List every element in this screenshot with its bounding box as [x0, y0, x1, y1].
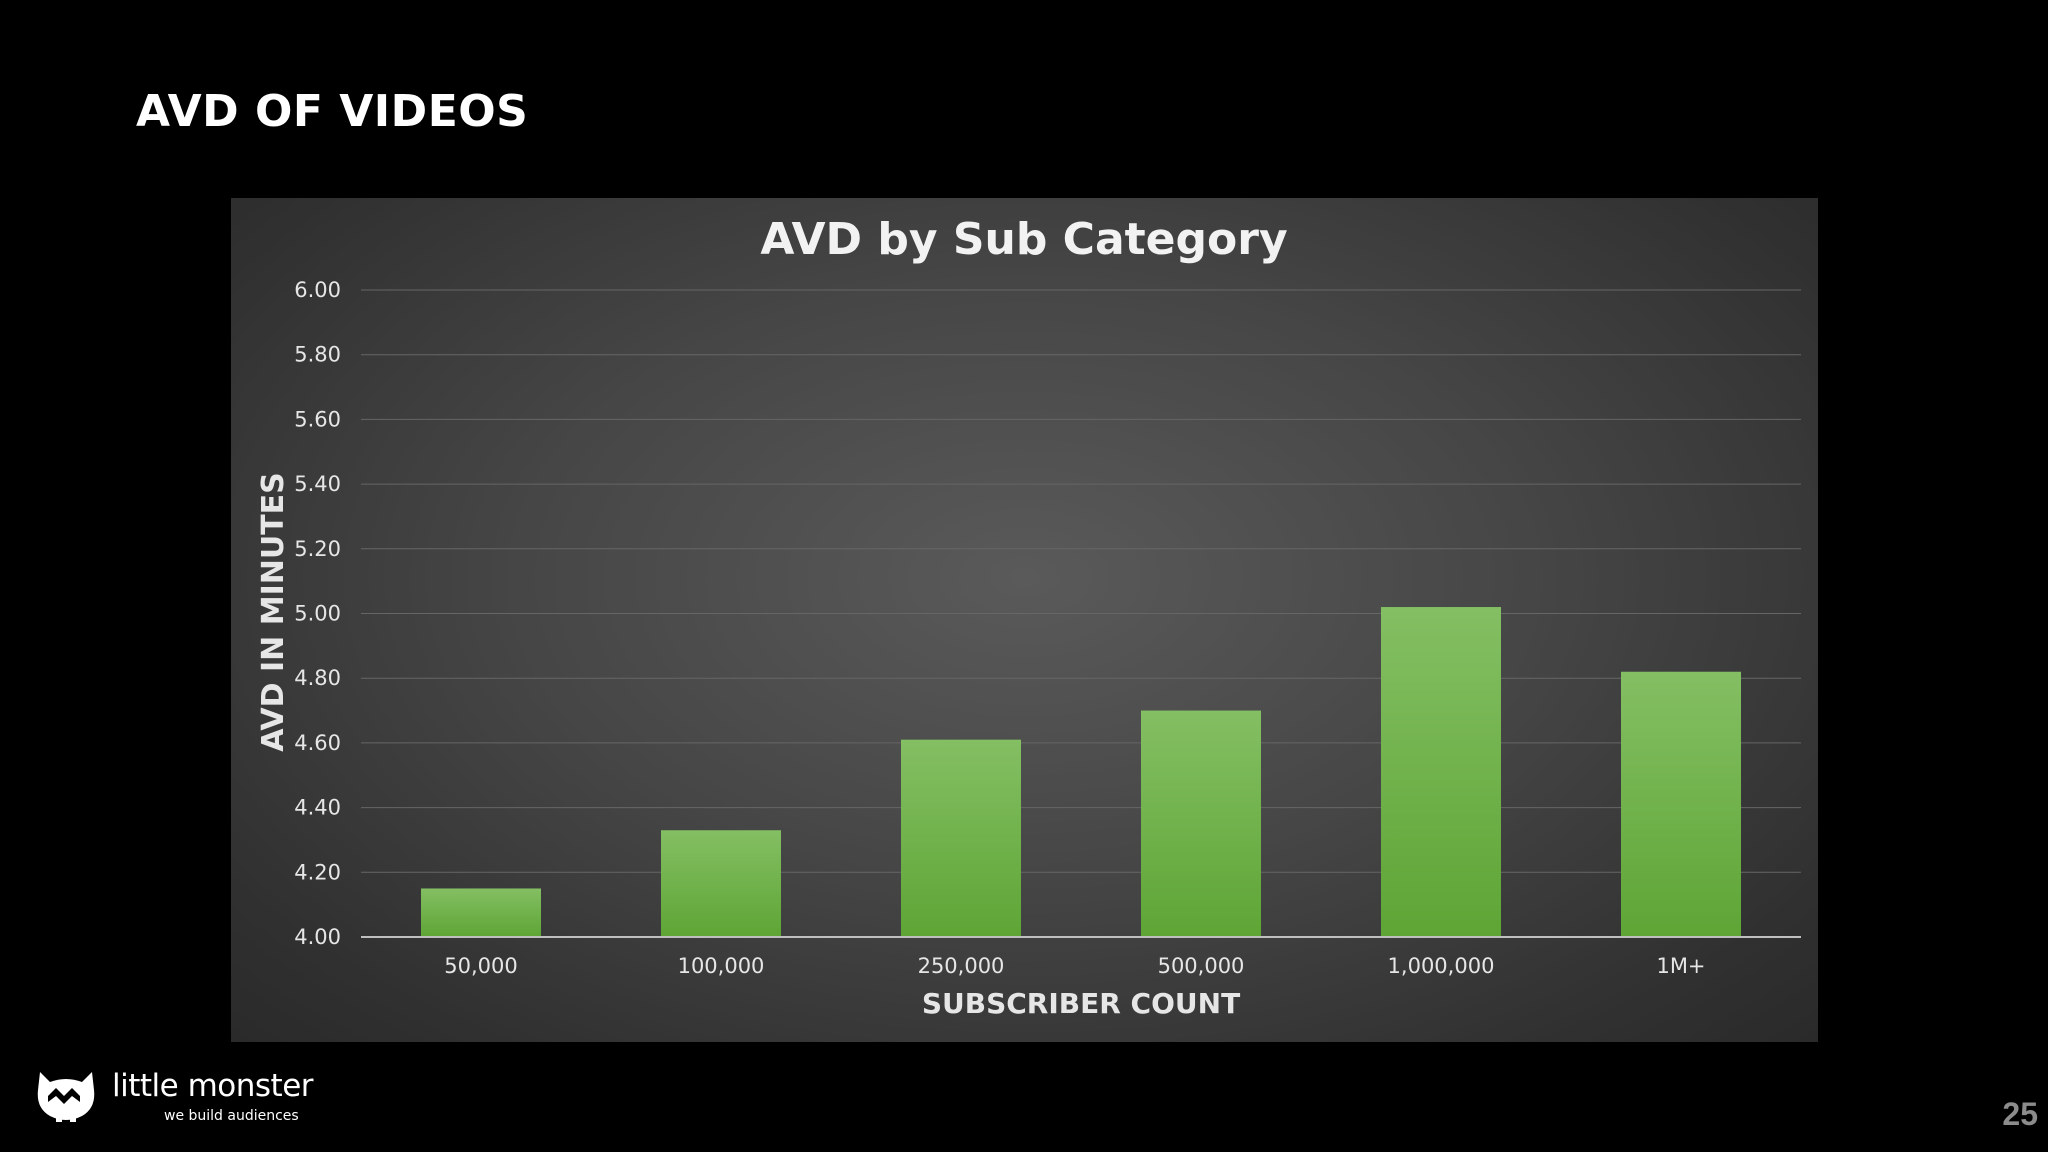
- bar-2: [661, 830, 781, 937]
- x-tick-label: 250,000: [918, 954, 1005, 978]
- y-tick-label: 5.00: [294, 602, 341, 626]
- chart-title: AVD by Sub Category: [760, 214, 1287, 265]
- bars: [421, 607, 1741, 937]
- y-tick-label: 5.80: [294, 343, 341, 367]
- bar-5: [1381, 607, 1501, 937]
- gridlines: [361, 289, 1801, 873]
- bar-4: [1141, 710, 1261, 937]
- x-tick-label: 1,000,000: [1388, 954, 1495, 978]
- x-tick-label: 1M+: [1656, 954, 1705, 978]
- x-tick-label: 100,000: [678, 954, 765, 978]
- y-axis-title: AVD IN MINUTES: [256, 472, 291, 752]
- y-tick-label: 5.20: [294, 537, 341, 561]
- y-tick-label: 6.00: [294, 278, 341, 302]
- brand-name: little monster: [112, 1068, 314, 1104]
- y-tick-label: 4.40: [294, 796, 341, 820]
- y-tick-label: 5.40: [294, 472, 341, 496]
- brand-tagline: we build audiences: [164, 1108, 299, 1124]
- bar-chart: AVD by Sub Category 4.00 4.20 4.40 4.60 4.80…: [256, 214, 1801, 1020]
- y-tick-label: 5.60: [294, 407, 341, 431]
- bar-1: [421, 888, 541, 937]
- x-tick-label: 50,000: [444, 954, 517, 978]
- bar-3: [901, 739, 1021, 937]
- y-tick-label: 4.00: [294, 925, 341, 949]
- x-tick-label: 500,000: [1158, 954, 1245, 978]
- y-tick-label: 4.60: [294, 731, 341, 755]
- chart-panel: AVD by Sub Category 4.00 4.20 4.40 4.60 4.80…: [231, 198, 1818, 1042]
- slide-title: AVD OF VIDEOS: [136, 86, 529, 137]
- y-tick-label: 4.20: [294, 860, 341, 884]
- monster-logo-icon: [37, 1072, 95, 1122]
- brand-logo: little monster we build audiences: [34, 1066, 314, 1124]
- y-tick-label: 4.80: [294, 666, 341, 690]
- y-axis-ticks: 4.00 4.20 4.40 4.60 4.80 5.00 5.20 5.40 5.60 5.80…: [294, 278, 341, 949]
- x-axis-title: SUBSCRIBER COUNT: [922, 987, 1240, 1020]
- x-axis-ticks: 50,000 100,000 250,000 500,000 1,000,000 1M+: [444, 954, 1705, 978]
- bar-6: [1621, 671, 1741, 937]
- page-number: 25: [2002, 1096, 2038, 1132]
